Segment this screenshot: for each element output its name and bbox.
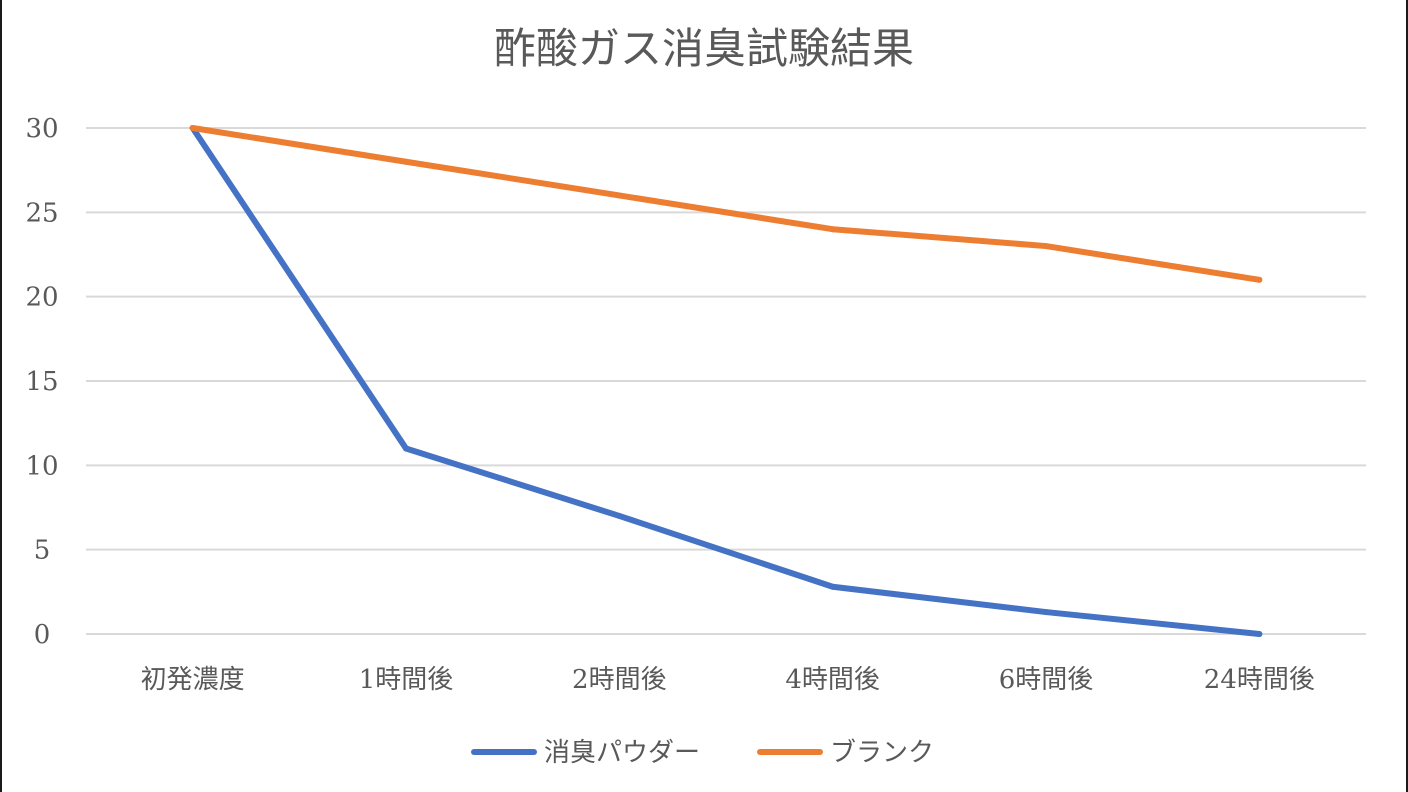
data-point	[829, 226, 836, 233]
data-point	[1043, 609, 1049, 616]
x-tick-label: 24時間後	[1204, 665, 1315, 695]
data-point	[403, 445, 409, 452]
x-tick-label: 1時間後	[359, 665, 454, 695]
legend-item: 消臭パウダー	[471, 738, 700, 768]
data-point	[1256, 276, 1263, 283]
series-line-1	[189, 125, 1263, 283]
y-tick-label: 10	[25, 451, 58, 481]
x-axis-ticks: 初発濃度 1時間後 2時間後 4時間後 6時間後 24時間後	[141, 665, 1315, 695]
legend-label: 消臭パウダー	[544, 738, 700, 768]
legend-item: ブランク	[757, 738, 934, 768]
data-point	[829, 583, 836, 590]
y-tick-label: 20	[25, 283, 58, 313]
chart-title: 酢酸ガス消臭試験結果	[494, 24, 914, 73]
gridlines	[86, 127, 1366, 635]
legend-label: ブランク	[830, 738, 934, 768]
x-tick-label: 4時間後	[785, 665, 880, 695]
y-tick-label: 15	[25, 367, 58, 397]
data-point	[616, 192, 623, 199]
data-point	[1256, 631, 1263, 637]
x-tick-label: 2時間後	[572, 665, 667, 695]
y-tick-label: 5	[34, 536, 51, 566]
data-point	[189, 125, 196, 131]
y-tick-label: 25	[25, 198, 58, 228]
legend: 消臭パウダー ブランク	[471, 738, 934, 768]
series-lines	[189, 125, 1263, 637]
x-tick-label: 6時間後	[999, 665, 1094, 695]
data-point	[403, 158, 409, 165]
y-tick-label: 0	[34, 620, 51, 650]
series-line-0	[189, 125, 1263, 637]
y-axis-ticks: 0 5 10 15 20 25 30	[25, 114, 58, 650]
x-tick-label: 初発濃度	[141, 665, 245, 695]
data-point	[1043, 243, 1049, 250]
y-tick-label: 30	[25, 114, 58, 144]
data-point	[616, 512, 623, 519]
